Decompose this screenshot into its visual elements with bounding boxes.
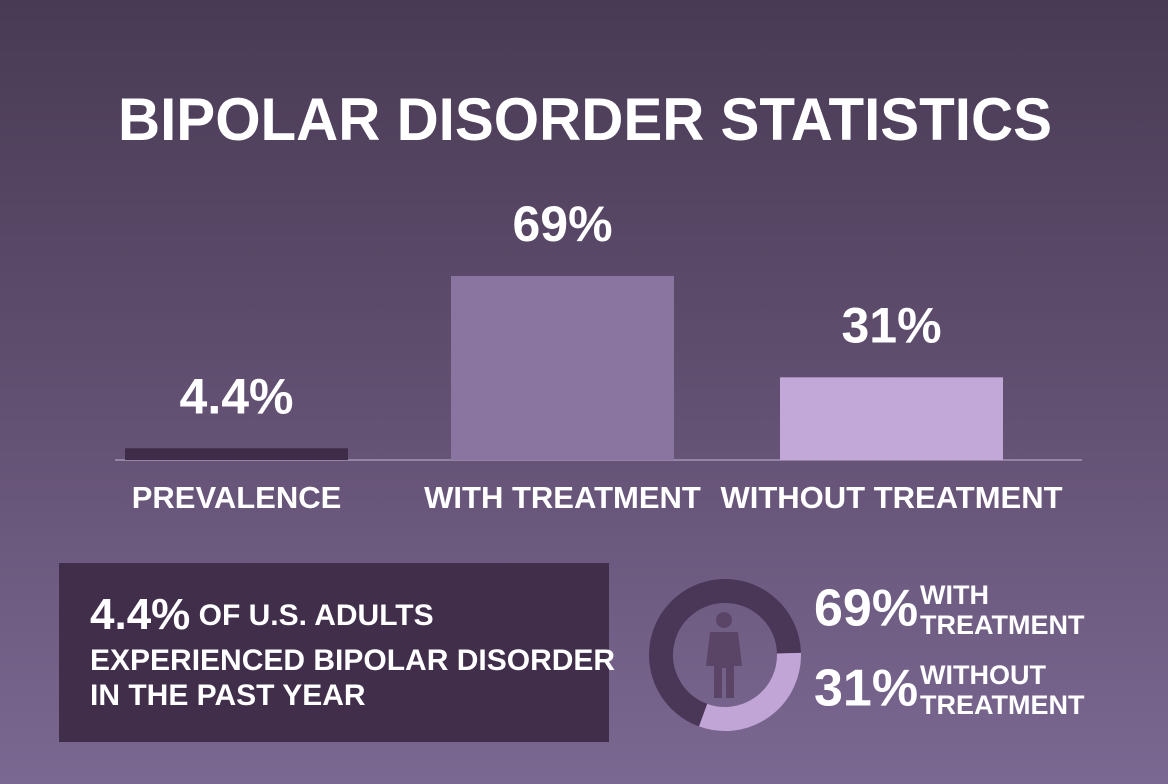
value-label: 69%: [512, 196, 612, 252]
legend-entry: WITHOUT TREATMENT: [920, 660, 1085, 720]
category-label: PREVALENCE: [132, 480, 342, 515]
bar: [780, 377, 1003, 460]
category-label: WITH TREATMENT: [424, 480, 701, 515]
legend-value: 31%: [814, 660, 918, 718]
person-icon: [706, 612, 742, 698]
value-label: 31%: [841, 298, 941, 354]
value-label: 4.4%: [180, 368, 294, 424]
legend-entry: WITH TREATMENT: [920, 580, 1085, 640]
bar: [451, 276, 674, 460]
annotation-text: EXPERIENCED BIPOLAR DISORDER: [90, 644, 615, 677]
donut-segment: [649, 579, 801, 727]
legend-label: WITHOUT TREATMENT: [920, 660, 1085, 720]
donut-segment: [699, 652, 801, 731]
chart-title: BIPOLAR DISORDER STATISTICS: [118, 86, 1052, 153]
legend-value: 69%: [814, 580, 918, 638]
annotation-text: OF U.S. ADULTS: [199, 599, 434, 632]
annotation-highlight: 4.4%: [90, 590, 190, 639]
bar: [125, 448, 348, 460]
category-label: WITHOUT TREATMENT: [720, 480, 1062, 515]
legend-label: WITH TREATMENT: [920, 580, 1085, 640]
annotation-line: 4.4% OF U.S. ADULTS: [90, 590, 434, 639]
annotation-box: [59, 563, 609, 742]
annotation-text: IN THE PAST YEAR: [90, 679, 366, 712]
